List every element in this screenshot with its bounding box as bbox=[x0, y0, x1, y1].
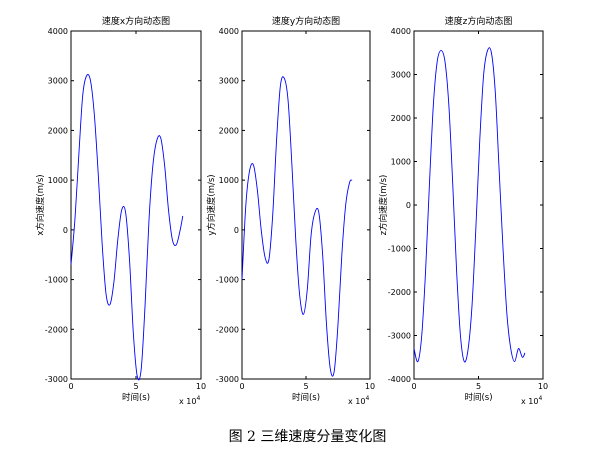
y-tick-label: 4000 bbox=[391, 27, 411, 36]
x-tick-label: 0 bbox=[239, 382, 244, 391]
y-tick-label: 4000 bbox=[48, 27, 68, 36]
plot-area-3 bbox=[413, 30, 544, 380]
x-exponent-power: 4 bbox=[538, 395, 542, 402]
y-tick-label: 0 bbox=[406, 201, 411, 210]
x-tick-label: 5 bbox=[133, 382, 138, 391]
y-tick-label: -2000 bbox=[45, 325, 68, 334]
chart-title: 速度y方向动态图 bbox=[272, 15, 340, 27]
x-exponent-label: x 104 bbox=[521, 395, 542, 406]
y-tick-label: -3000 bbox=[45, 375, 68, 384]
x-tick-label: 0 bbox=[68, 382, 73, 391]
x-tick-label: 5 bbox=[303, 382, 308, 391]
x-tick-label: 0 bbox=[411, 382, 416, 391]
y-tick-label: -2000 bbox=[388, 288, 411, 297]
y-tick-label: 2000 bbox=[391, 114, 411, 123]
y-axis-label: z方向速度(m/s) bbox=[378, 175, 389, 236]
y-tick-label: 3000 bbox=[391, 71, 411, 80]
chart-title: 速度z方向动态图 bbox=[445, 15, 513, 27]
x-axis-label: 时间(s) bbox=[464, 392, 492, 403]
series-line-2-1 bbox=[241, 76, 353, 377]
y-tick-label: 3000 bbox=[48, 77, 68, 86]
y-tick-label: -1000 bbox=[388, 245, 411, 254]
plot-area-2 bbox=[241, 30, 371, 380]
series-line-1-1 bbox=[70, 74, 184, 381]
x-exponent-power: 4 bbox=[196, 395, 200, 402]
x-axis-label: 时间(s) bbox=[122, 392, 150, 403]
x-exponent-base: x 10 bbox=[179, 397, 196, 406]
y-tick-label: -3000 bbox=[216, 375, 239, 384]
y-axis-label: y方向速度(m/s) bbox=[206, 174, 217, 235]
y-tick-label: 2000 bbox=[48, 126, 68, 135]
x-exponent-base: x 10 bbox=[348, 397, 365, 406]
y-tick-label: 4000 bbox=[219, 27, 239, 36]
y-tick-label: 3000 bbox=[219, 77, 239, 86]
y-tick-label: -1000 bbox=[216, 276, 239, 285]
plot-area-1 bbox=[70, 30, 202, 380]
y-tick-label: -2000 bbox=[216, 325, 239, 334]
chart-panel-3: -4000 -3000 -2000 -1000 0 1000 2000 3000 4000 0 5 1… bbox=[378, 15, 548, 406]
x-exponent-label: x 104 bbox=[348, 395, 369, 406]
y-tick-label: 1000 bbox=[48, 176, 68, 185]
figure-caption: 图 2 三维速度分量变化图 bbox=[228, 429, 387, 445]
x-axis-label: 时间(s) bbox=[292, 392, 320, 403]
y-tick-label: -4000 bbox=[388, 375, 411, 384]
series-line-3-1 bbox=[413, 47, 526, 363]
x-tick-label: 5 bbox=[476, 382, 481, 391]
y-tick-label: 1000 bbox=[391, 158, 411, 167]
x-tick-label: 10 bbox=[196, 382, 206, 391]
y-tick-label: 0 bbox=[234, 226, 239, 235]
y-tick-label: -3000 bbox=[388, 332, 411, 341]
y-tick-label: -1000 bbox=[45, 276, 68, 285]
x-tick-label: 10 bbox=[538, 382, 548, 391]
x-exponent-label: x 104 bbox=[179, 395, 200, 406]
y-tick-label: 1000 bbox=[219, 176, 239, 185]
x-exponent-power: 4 bbox=[365, 395, 369, 402]
chart-title: 速度x方向动态图 bbox=[102, 15, 170, 27]
y-tick-label: 0 bbox=[63, 226, 68, 235]
y-axis-label: x方向速度(m/s) bbox=[35, 174, 46, 235]
y-tick-label: 2000 bbox=[219, 126, 239, 135]
x-exponent-base: x 10 bbox=[521, 397, 538, 406]
x-tick-label: 10 bbox=[365, 382, 375, 391]
